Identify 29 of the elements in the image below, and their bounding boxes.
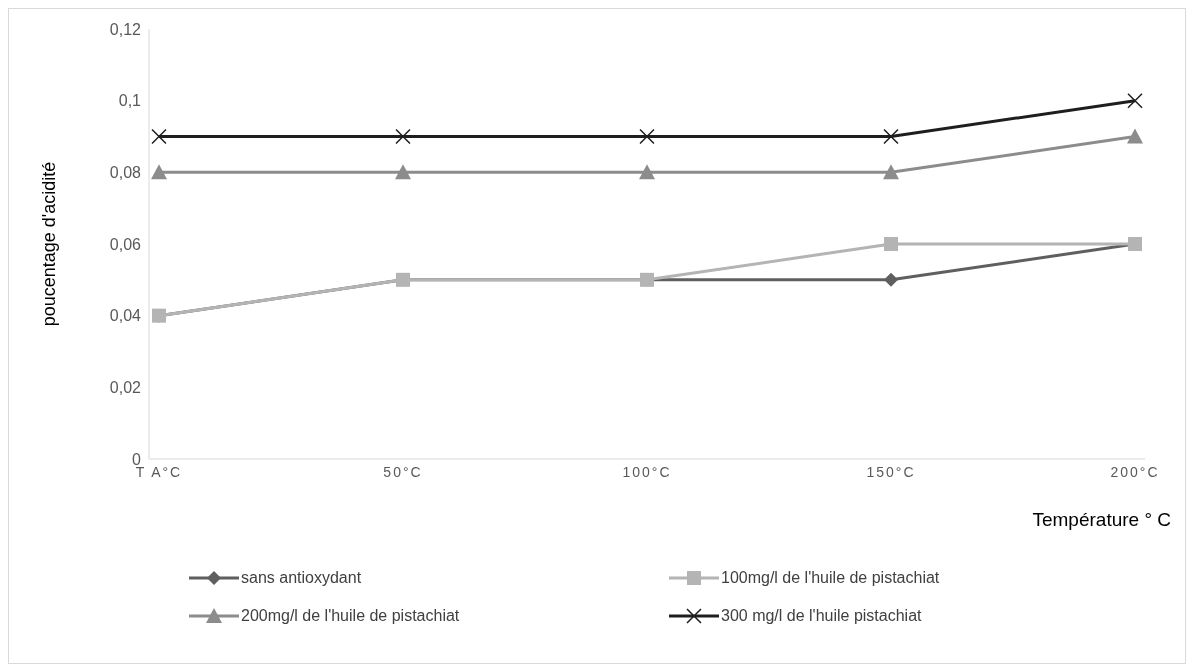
y-tick-label: 0,04: [109, 307, 142, 325]
point: [639, 164, 655, 180]
point: [1127, 92, 1143, 109]
y-tick-label: 0,06: [109, 235, 142, 253]
point: [151, 128, 167, 145]
x-tick-label: 100°C: [622, 463, 672, 480]
legend-label: 300 mg/l de l'huile pistachiat: [721, 607, 922, 625]
x-tick-label: 150°C: [866, 463, 916, 480]
y-tick-label: 0,02: [109, 379, 142, 397]
y-tick-label: 0,1: [118, 92, 142, 110]
point: [884, 237, 898, 251]
point: [884, 272, 898, 287]
x-tick-label: 50°C: [383, 463, 423, 480]
y-tick-label: 0: [132, 450, 142, 468]
point: [639, 128, 655, 145]
y-tick-label: 0,12: [109, 20, 142, 38]
point: [395, 164, 411, 180]
x-axis-title: Température ° C: [1032, 509, 1171, 531]
legend-label: 100mg/l de l'huile de pistachiat: [721, 569, 940, 587]
y-tick-label: 0,08: [109, 164, 142, 182]
legend-label: 200mg/l de l'huile de pistachiat: [241, 607, 460, 625]
y-axis-title: poucentage d'acidité: [39, 161, 60, 327]
point: [1127, 128, 1143, 144]
point: [151, 164, 167, 180]
point: [883, 128, 899, 145]
x-tick-label: 200°C: [1110, 463, 1160, 480]
point: [395, 128, 411, 145]
legend-label: sans antioxydant: [241, 569, 362, 587]
point: [883, 164, 899, 180]
